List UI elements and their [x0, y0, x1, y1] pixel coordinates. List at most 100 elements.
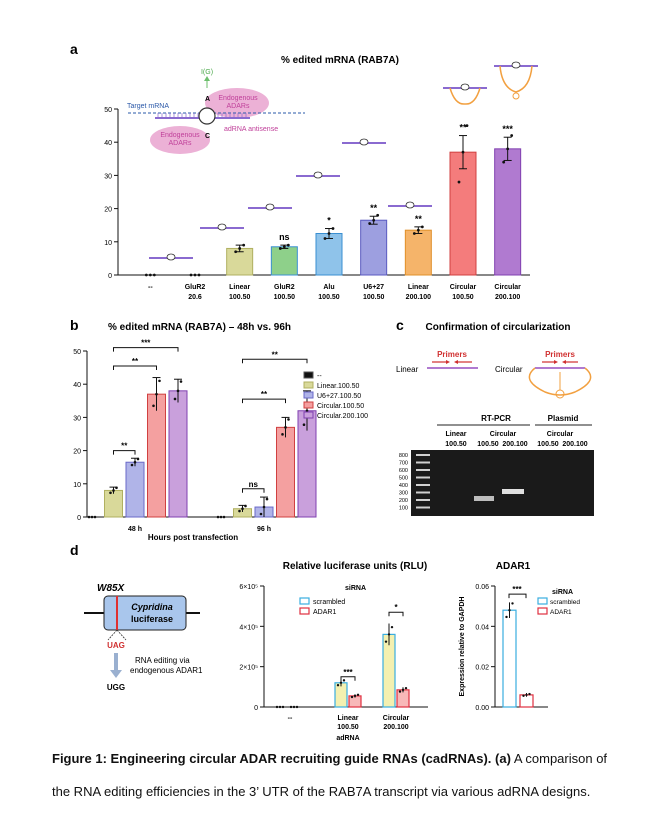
category-label: 100.50: [337, 724, 359, 731]
ladder-band: [416, 476, 430, 479]
panel-letter-c: c: [396, 317, 404, 333]
category-label: --: [288, 715, 293, 722]
y-tick-label: 30: [73, 415, 81, 422]
panel-letter-a: a: [70, 41, 78, 57]
data-point: [461, 150, 465, 154]
data-point: [133, 460, 137, 464]
data-point: [287, 418, 290, 421]
gel-band-circular-100-50: [474, 496, 494, 501]
data-point: [216, 515, 220, 519]
primers-label-circular: Primers: [545, 350, 575, 359]
data-point: [356, 693, 360, 696]
ladder-band: [416, 469, 430, 471]
category-label: --: [148, 284, 153, 291]
panel-b-xlabel: Hours post transfection: [148, 533, 238, 542]
y-tick-label: 0.06: [475, 584, 489, 591]
significance-label: **: [370, 203, 378, 213]
bar: [449, 151, 477, 276]
caption-a: (a): [495, 751, 511, 766]
data-point: [327, 232, 331, 235]
bulge-icon: [198, 107, 216, 125]
y-tick-label: 50: [104, 107, 112, 114]
significance-label: ***: [343, 668, 353, 677]
data-point: [401, 688, 405, 692]
data-point: [112, 489, 115, 492]
legend-swatch: [299, 607, 310, 615]
data-point: [109, 491, 112, 495]
data-point: [275, 705, 279, 709]
luciferase-gene-box: [103, 595, 187, 631]
significance-label: **: [415, 214, 423, 224]
y-tick-label: 40: [73, 382, 81, 389]
linear-construct-label: Linear: [396, 365, 419, 374]
category-label: Circular: [450, 284, 477, 291]
data-point: [234, 250, 238, 254]
data-point: [238, 247, 242, 250]
legend-swatch: [537, 597, 548, 605]
data-point: [384, 640, 388, 643]
ladder-label: 800: [399, 453, 408, 459]
legend-label: Circular.200.100: [317, 413, 368, 420]
lane-label-plasmid-100-50: 100.50: [537, 441, 559, 448]
data-point: [244, 504, 247, 508]
primers-label-linear: Primers: [437, 350, 467, 359]
data-point: [281, 705, 285, 709]
y-tick-label: 30: [104, 173, 112, 180]
y-tick-label: 4×10⁵: [239, 624, 258, 631]
panel-b-legend: -- Linear.100.50 U6+27.100.50 Circular.100.…: [303, 371, 368, 420]
significance-label: ns: [279, 232, 290, 242]
data-point: [148, 273, 152, 277]
data-point: [197, 273, 201, 277]
significance-bracket: [242, 358, 308, 364]
significance-bracket: [113, 365, 157, 370]
panel-letter-d: d: [70, 542, 79, 558]
x-sub-label: adRNA: [336, 735, 359, 740]
data-point: [508, 609, 511, 612]
category-label: 100.50: [229, 294, 251, 301]
data-point: [179, 380, 183, 383]
adrna-bulge: [460, 83, 470, 91]
data-point: [193, 273, 197, 277]
data-point: [398, 690, 402, 693]
category-label: Alu: [323, 284, 334, 291]
category-label: 100.50: [452, 294, 474, 301]
data-point: [416, 228, 420, 232]
significance-label: *: [327, 216, 331, 226]
data-point: [390, 625, 394, 629]
category-label: Circular: [383, 715, 410, 722]
rlu-title: Relative luciferase units (RLU): [283, 561, 427, 572]
target-mrna-label: Target mRNA: [127, 103, 169, 110]
data-point: [158, 379, 161, 383]
legend-label: U6+27.100.50: [317, 393, 361, 400]
rlu-chart: 0 2×10⁵ 4×10⁵ 6×10⁵ -- Linear 100.50 Circular 20…: [239, 584, 428, 740]
category-label: Linear: [408, 284, 429, 291]
ig-label: I(G): [201, 69, 213, 76]
data-point: [292, 705, 296, 709]
panel-c-title: Confirmation of circularization: [425, 322, 570, 333]
data-point: [295, 705, 299, 709]
adrna-bulge: [313, 171, 323, 179]
y-tick-label: 0: [108, 273, 112, 280]
significance-label: ***: [502, 124, 513, 134]
significance-label: **: [121, 442, 128, 451]
c-label: C: [205, 133, 210, 140]
adrna-bulge: [217, 223, 227, 231]
bar: [104, 489, 123, 518]
data-point: [339, 681, 343, 684]
y-tick-label: 0: [254, 705, 258, 712]
adrna-bulge: [166, 253, 176, 261]
data-point: [342, 679, 346, 682]
legend-label: ADAR1: [550, 609, 572, 616]
category-label: GluR2: [185, 284, 206, 291]
legend-label: Circular.100.50: [317, 403, 364, 410]
data-point: [387, 633, 391, 636]
y-tick-label: 0: [77, 515, 81, 522]
category-label: 200.100: [383, 724, 408, 731]
bar: [168, 390, 188, 518]
data-point: [372, 218, 376, 222]
data-point: [350, 695, 354, 699]
bar: [226, 247, 254, 276]
significance-label: **: [272, 350, 279, 359]
antisense-label: adRNA antisense: [224, 126, 278, 133]
ladder-label: 200: [399, 498, 408, 504]
